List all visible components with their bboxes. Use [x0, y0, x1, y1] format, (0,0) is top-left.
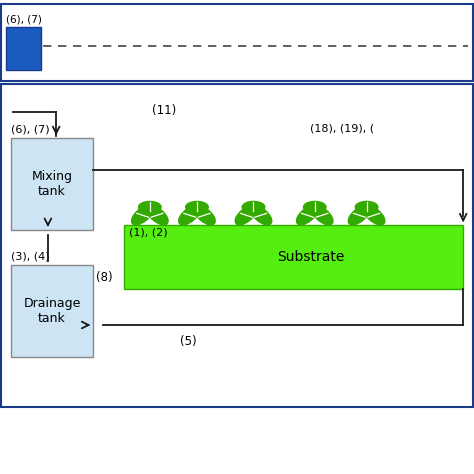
Text: (18), (19), (: (18), (19), ( — [310, 123, 374, 133]
Ellipse shape — [296, 206, 318, 225]
Text: (3), (4): (3), (4) — [11, 252, 49, 262]
Ellipse shape — [138, 201, 161, 213]
Ellipse shape — [235, 206, 256, 225]
Text: (6), (7): (6), (7) — [11, 124, 49, 134]
Ellipse shape — [364, 206, 385, 225]
Ellipse shape — [356, 201, 378, 213]
Bar — [1, 4, 473, 82]
Bar — [124, 225, 463, 289]
Ellipse shape — [194, 206, 215, 225]
Text: (1), (2): (1), (2) — [128, 228, 167, 237]
Text: Drainage
tank: Drainage tank — [23, 297, 81, 325]
Ellipse shape — [303, 201, 326, 213]
Text: (6), (7): (6), (7) — [6, 14, 42, 24]
Text: (11): (11) — [152, 104, 176, 117]
Ellipse shape — [186, 201, 208, 213]
Ellipse shape — [147, 206, 168, 225]
Text: (5): (5) — [181, 335, 197, 348]
Text: Mixing
tank: Mixing tank — [32, 170, 73, 198]
Ellipse shape — [132, 206, 153, 225]
Bar — [11, 138, 93, 230]
Ellipse shape — [242, 201, 265, 213]
Bar — [6, 27, 41, 70]
Text: Substrate: Substrate — [277, 250, 344, 264]
Text: (8): (8) — [96, 271, 112, 283]
Ellipse shape — [312, 206, 333, 225]
Ellipse shape — [348, 206, 370, 225]
Ellipse shape — [179, 206, 200, 225]
Bar — [1, 84, 473, 407]
Ellipse shape — [251, 206, 272, 225]
Bar — [11, 265, 93, 357]
